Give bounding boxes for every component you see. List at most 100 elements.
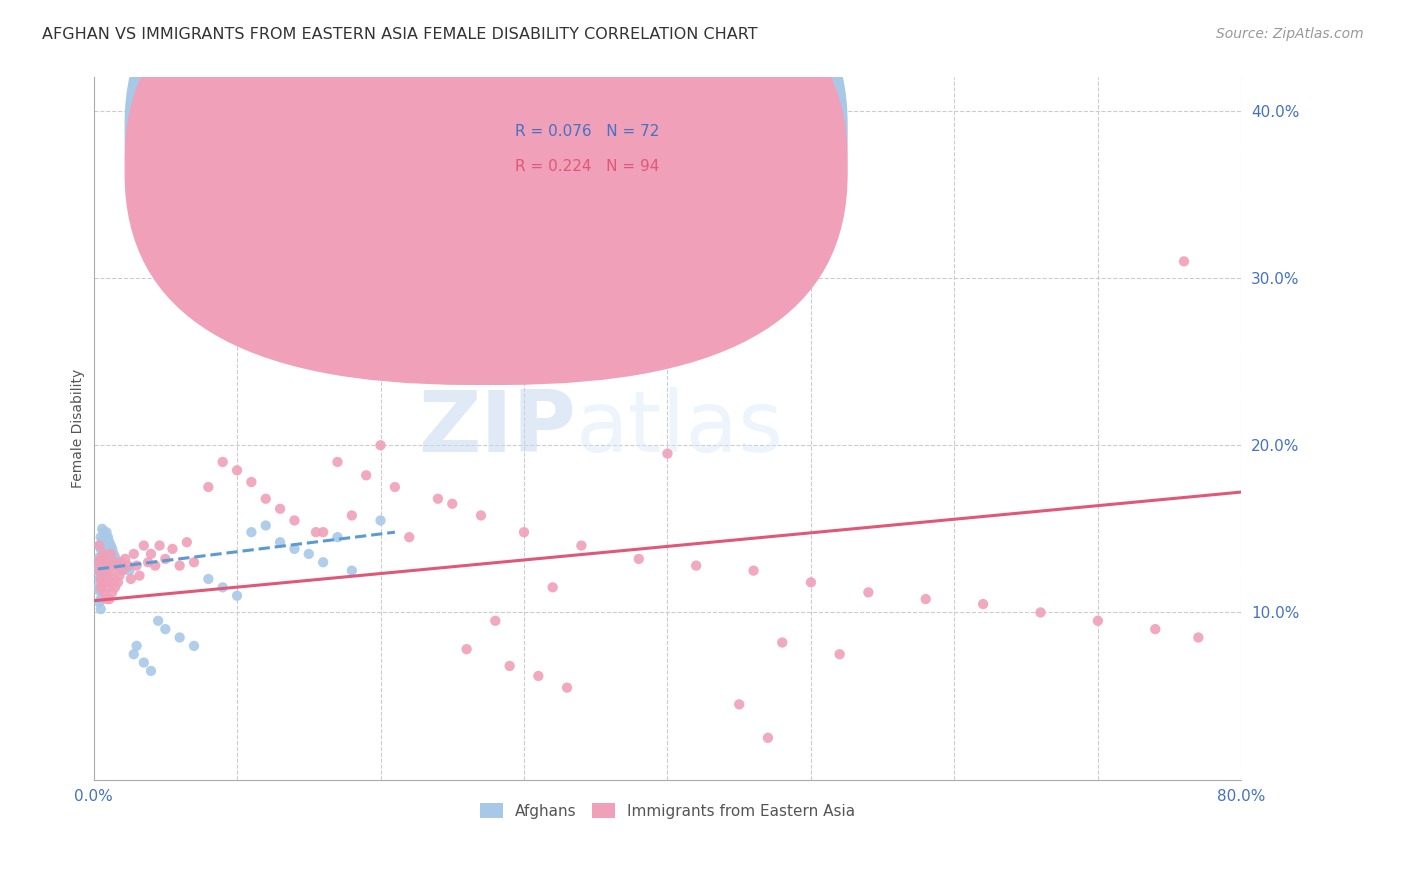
Point [326,455,349,469]
Point [298,547,321,561]
Text: ZIP: ZIP [418,387,575,470]
Point [484,614,506,628]
Point [89,539,111,553]
Point [972,597,994,611]
Point [211,455,233,469]
Point [146,614,169,628]
Point [94,564,117,578]
Point [89,560,111,574]
Text: Source: ZipAtlas.com: Source: ZipAtlas.com [1216,27,1364,41]
Point [103,547,125,561]
Point [93,525,115,540]
Point [93,585,115,599]
Point [340,564,363,578]
Point [657,447,679,461]
Point [197,572,219,586]
Point [226,589,249,603]
Point [118,564,141,578]
Point [104,555,127,569]
Point [98,547,121,561]
Point [108,558,131,573]
Point [162,541,184,556]
Point [136,555,159,569]
Point [111,560,134,574]
Point [93,547,115,561]
Point [97,530,120,544]
Point [122,647,145,661]
Point [143,558,166,573]
Point [305,525,328,540]
FancyBboxPatch shape [450,102,742,190]
Point [1029,606,1052,620]
Point [426,491,449,506]
Point [125,639,148,653]
Point [100,547,122,561]
Point [1144,622,1167,636]
Point [98,535,121,549]
Point [828,647,851,661]
Point [91,555,114,569]
Point [1187,631,1209,645]
Point [132,656,155,670]
Point [117,558,139,573]
Text: AFGHAN VS IMMIGRANTS FROM EASTERN ASIA FEMALE DISABILITY CORRELATION CHART: AFGHAN VS IMMIGRANTS FROM EASTERN ASIA F… [42,27,758,42]
Point [89,595,111,609]
Point [555,681,578,695]
Point [91,533,114,548]
Point [585,354,607,368]
Point [87,555,110,569]
Point [87,580,110,594]
Point [96,550,118,565]
Point [441,497,464,511]
Point [354,468,377,483]
Legend: Afghans, Immigrants from Eastern Asia: Afghans, Immigrants from Eastern Asia [474,797,862,824]
Point [470,508,492,523]
Point [90,582,112,596]
Point [183,555,205,569]
Point [139,547,162,561]
Point [120,572,142,586]
Point [728,698,751,712]
Point [91,522,114,536]
Point [132,539,155,553]
Text: atlas: atlas [575,387,783,470]
Point [685,558,707,573]
Point [91,577,114,591]
Point [169,558,191,573]
Point [139,664,162,678]
Point [103,572,125,586]
Point [91,558,114,573]
Point [176,535,198,549]
Point [96,539,118,553]
Point [90,530,112,544]
Point [197,480,219,494]
Point [90,602,112,616]
Point [111,564,134,578]
Point [742,564,765,578]
Point [93,562,115,576]
Point [240,525,263,540]
Point [169,631,191,645]
Point [599,254,621,268]
Point [155,552,177,566]
Point [105,558,128,573]
Point [89,564,111,578]
Point [527,669,550,683]
Point [97,568,120,582]
Point [107,575,129,590]
Point [858,585,880,599]
Point [122,547,145,561]
Point [513,170,536,185]
Point [100,550,122,565]
Point [94,541,117,556]
Point [148,539,170,553]
FancyBboxPatch shape [125,0,848,385]
Point [89,539,111,553]
Point [98,592,121,607]
Point [269,501,291,516]
Point [93,574,115,588]
Point [96,525,118,540]
Point [89,550,111,565]
Point [94,566,117,581]
Point [1087,614,1109,628]
